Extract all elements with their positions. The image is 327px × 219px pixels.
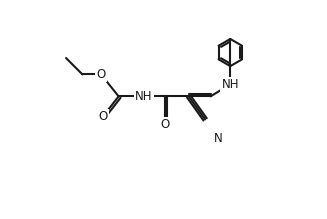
Text: O: O	[160, 118, 169, 131]
Text: NH: NH	[135, 90, 152, 103]
Text: NH: NH	[222, 78, 239, 91]
Text: O: O	[99, 110, 108, 123]
Text: O: O	[96, 68, 106, 81]
Text: N: N	[214, 132, 222, 145]
